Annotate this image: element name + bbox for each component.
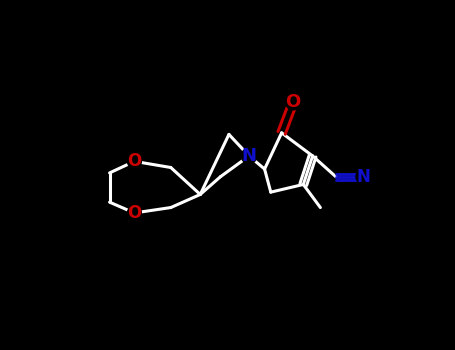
Text: O: O <box>127 204 142 222</box>
Circle shape <box>241 148 257 164</box>
Circle shape <box>127 206 142 220</box>
Circle shape <box>285 94 301 110</box>
Text: N: N <box>356 168 370 186</box>
Circle shape <box>127 154 142 168</box>
Text: O: O <box>286 93 301 111</box>
Text: N: N <box>242 147 257 165</box>
Text: O: O <box>127 152 142 170</box>
Circle shape <box>356 170 370 184</box>
